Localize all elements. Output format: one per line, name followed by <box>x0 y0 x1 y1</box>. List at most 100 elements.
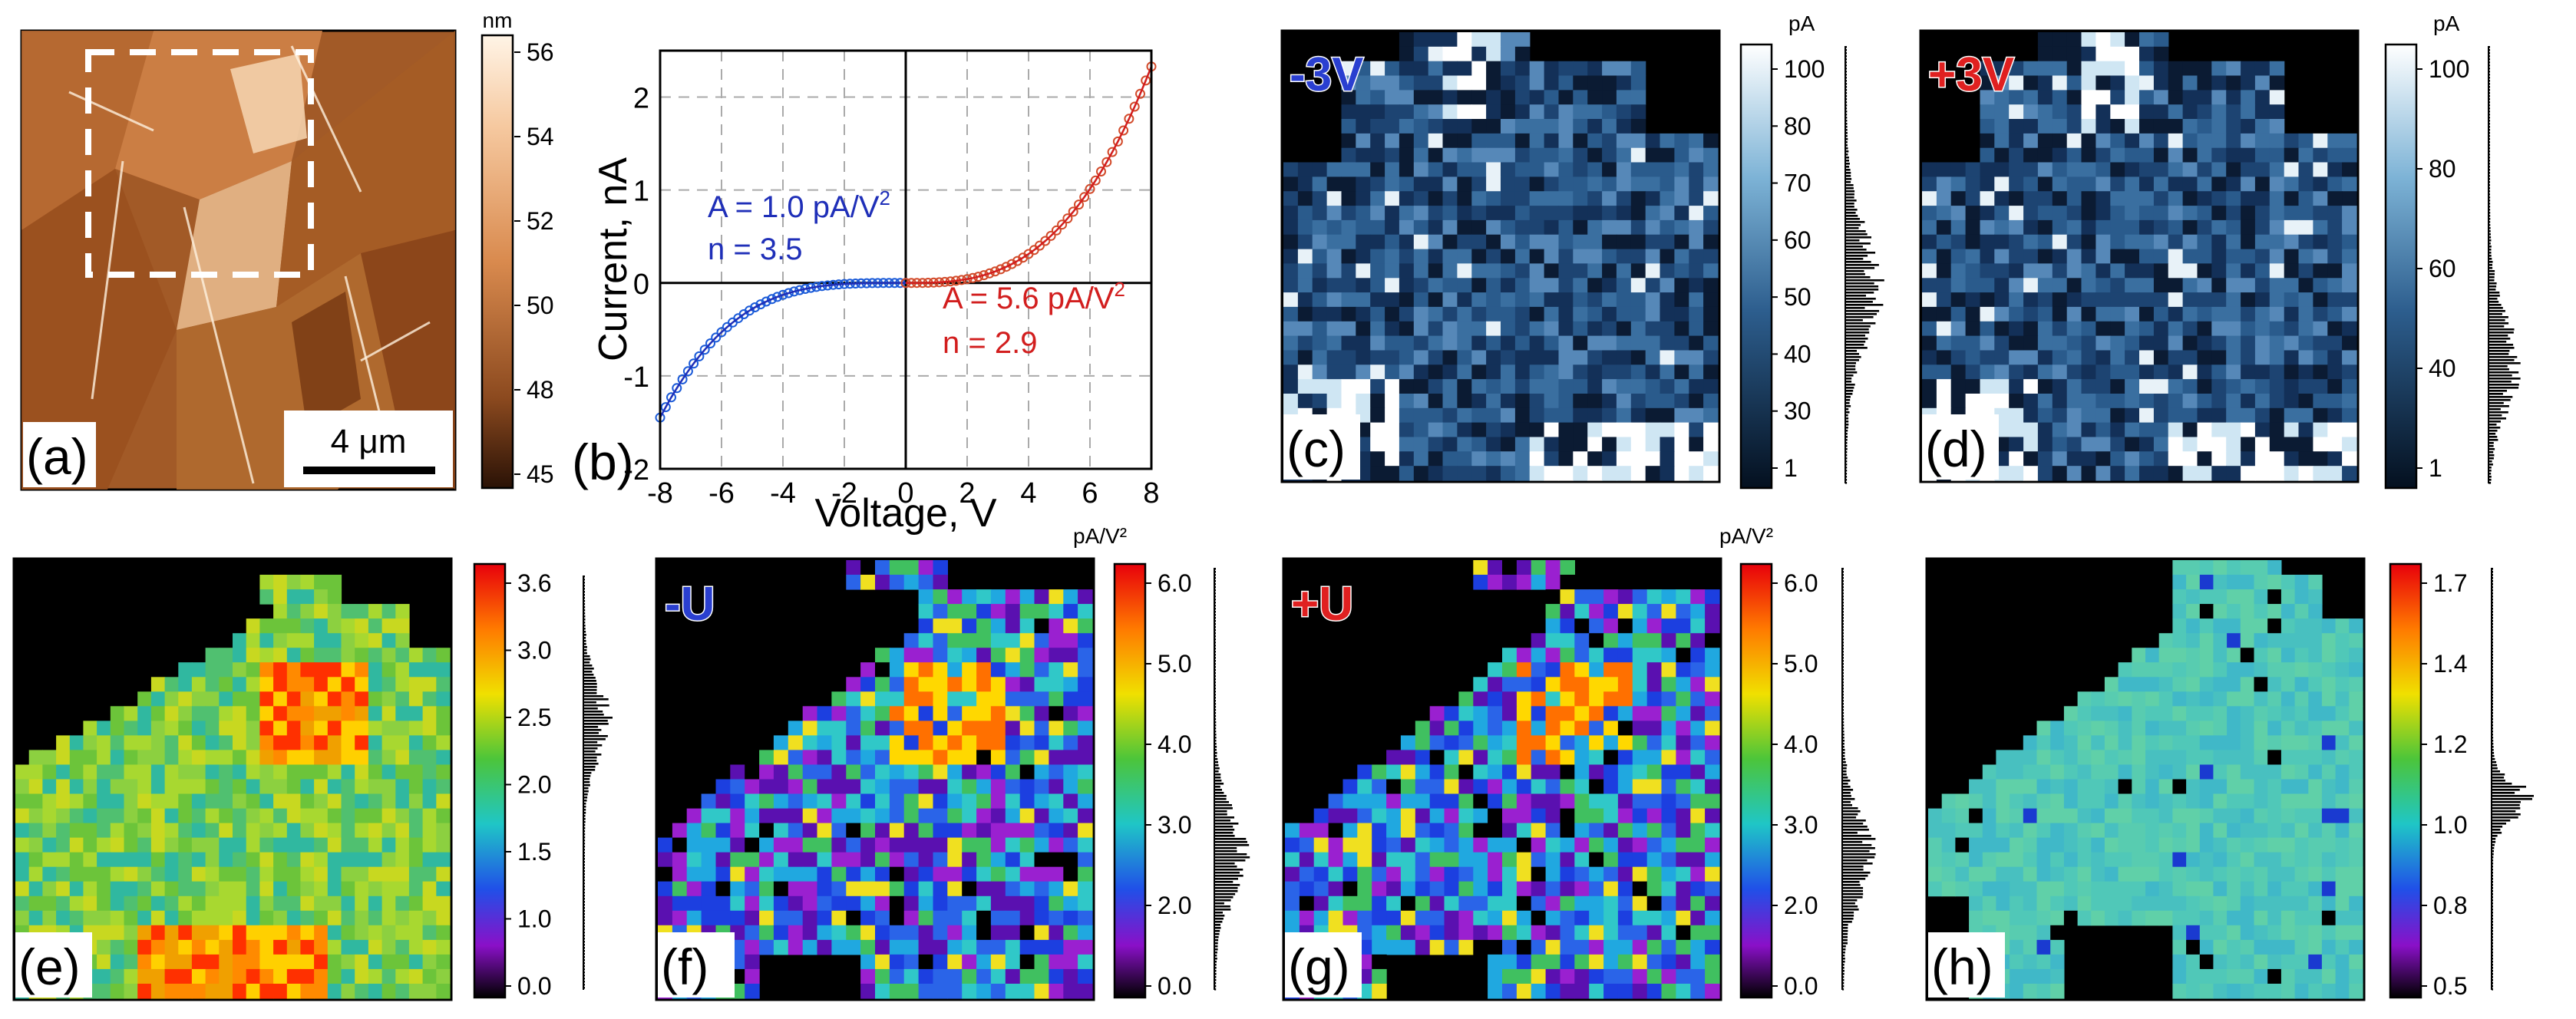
grid-h-px <box>2280 618 2296 634</box>
hist-c-bar <box>1845 258 1864 260</box>
grid-d-px <box>1994 306 2010 322</box>
grid-e-px <box>219 677 233 692</box>
hist-f-bar <box>1214 657 1216 659</box>
grid-e-px <box>436 984 451 999</box>
grid-e-px <box>56 779 71 795</box>
grid-c-px <box>1413 46 1429 62</box>
grid-f-px <box>947 618 963 634</box>
grid-c-px <box>1312 335 1328 351</box>
grid-c-px <box>1370 133 1385 149</box>
chart-points <box>655 61 1157 423</box>
grid-e-px <box>341 866 355 882</box>
grid-c-px <box>1471 119 1487 134</box>
grid-f-px <box>918 662 934 678</box>
grid-f-px <box>1078 779 1093 795</box>
hist-d-bar <box>2488 442 2494 444</box>
grid-e-px <box>124 750 138 765</box>
grid-d-px <box>2095 61 2111 77</box>
grid-d-px <box>2081 191 2096 206</box>
grid-f-px <box>1078 968 1093 984</box>
grid-c-px <box>1501 249 1516 264</box>
grid-e-px <box>191 823 206 839</box>
grid-f-px <box>788 808 804 824</box>
grid-d-px <box>1922 335 1937 351</box>
histogram-f <box>1214 568 1250 991</box>
grid-f-px <box>947 895 963 912</box>
hist-g-bar <box>1842 829 1869 831</box>
grid-d-px <box>2241 364 2256 380</box>
grid-e-px <box>164 793 179 810</box>
ticks-e-label-5: 1.0 <box>517 905 551 933</box>
hist-g-bar <box>1842 958 1845 960</box>
hist-f-bar <box>1214 721 1217 724</box>
grid-f-px <box>889 925 905 941</box>
grid-e-px <box>408 677 424 692</box>
grid-e-px <box>341 984 355 999</box>
grid-g-px <box>1516 881 1532 897</box>
grid-c-px <box>1312 176 1328 192</box>
grid-d-px <box>2023 75 2039 91</box>
grid-d-px <box>2081 249 2096 264</box>
hist-c-bar <box>1845 80 1847 82</box>
grid-g-px <box>1646 633 1663 648</box>
grid-d-px <box>2269 191 2285 206</box>
grid-g-px <box>1603 837 1619 853</box>
grid-f-px <box>846 939 861 955</box>
hist-e-bar <box>583 778 590 780</box>
grid-h-px <box>2267 735 2282 750</box>
hist-d-bar <box>2488 221 2491 223</box>
grid-c-px <box>1602 263 1617 279</box>
hist-d-bar <box>2488 184 2490 186</box>
grid-f-px <box>715 852 731 868</box>
grid-c-px <box>1645 234 1661 250</box>
grid-c-px <box>1703 407 1719 424</box>
grid-e-px <box>137 939 152 955</box>
grid-g-px <box>1516 662 1532 678</box>
ticks-a-label-3: 50 <box>527 292 554 319</box>
hist-c-bar <box>1845 227 1859 229</box>
grid-d-px <box>2066 206 2082 221</box>
hist-f-bar <box>1214 789 1222 791</box>
grid-f-px <box>1005 648 1021 663</box>
grid-e-px <box>205 662 220 678</box>
grid-e-px <box>341 925 355 941</box>
grid-d-px <box>2023 133 2039 149</box>
hist-c-bar <box>1845 200 1857 202</box>
grid-f-px <box>1005 764 1021 780</box>
hist-f-bar <box>1214 890 1238 892</box>
grid-h-px <box>2294 633 2309 648</box>
grid-d-px <box>2342 379 2357 394</box>
grid-e-px <box>219 852 233 868</box>
grid-c-px <box>1442 90 1458 105</box>
grid-c-px <box>1660 394 1675 409</box>
grid-g-px <box>1473 910 1488 926</box>
grid-e-px <box>436 895 451 912</box>
grid-d-px <box>2139 75 2155 91</box>
hist-d-bar <box>2488 110 2490 113</box>
grid-d-px <box>2009 321 2024 337</box>
hist-f-bar <box>1214 660 1216 662</box>
grid-d-px <box>2313 466 2328 481</box>
grid-c-px <box>1312 306 1328 322</box>
ticks-c-label-1: 80 <box>1784 112 1811 140</box>
grid-h-px <box>2132 721 2146 736</box>
grid-c-px <box>1544 379 1560 394</box>
grid-d-px <box>2254 437 2271 452</box>
grid-f-px <box>918 984 934 999</box>
grid-f-px <box>1019 910 1035 926</box>
grid-g-px <box>1676 648 1691 663</box>
grid-d-px <box>2052 90 2068 105</box>
grid-e-px <box>56 837 71 853</box>
grid-e-px <box>246 750 260 765</box>
hist-e-bar <box>583 744 603 747</box>
hist-c-bar <box>1845 282 1874 285</box>
grid-c-px <box>1501 394 1516 409</box>
hist-d-bar <box>2488 239 2492 242</box>
grid-f-px <box>962 910 977 926</box>
grid-d-px <box>2342 234 2357 250</box>
grid-c-px <box>1558 104 1574 120</box>
grid-g-px <box>1531 939 1547 955</box>
grid-e-px <box>110 895 125 912</box>
grid-e-px <box>219 954 233 970</box>
grid-d-px <box>1950 350 1967 365</box>
